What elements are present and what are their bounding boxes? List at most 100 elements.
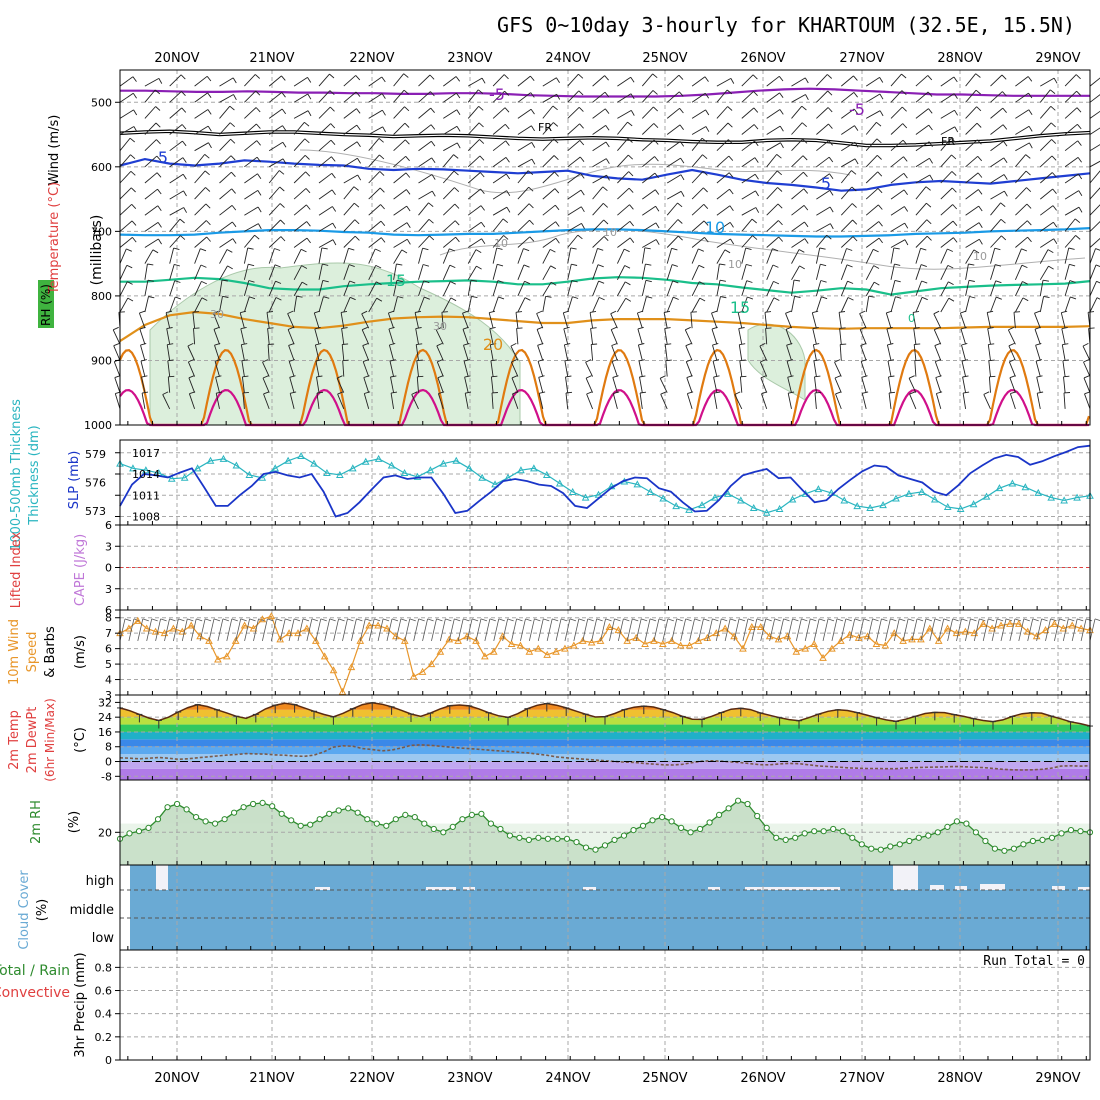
wind-barb-flag — [378, 138, 384, 143]
wind-barb — [890, 123, 904, 135]
thickness-tick-label: 576 — [85, 477, 106, 490]
wind10-barb — [537, 618, 544, 641]
wind10-barb — [342, 618, 348, 641]
rh-point — [154, 816, 162, 823]
wind10-barb-flag — [400, 618, 407, 622]
wind10-point — [899, 636, 907, 644]
wind-barb-flag — [156, 155, 162, 161]
wind-barb — [343, 202, 355, 216]
wind-barb-flag — [934, 342, 941, 347]
wind-barb — [368, 297, 378, 313]
wind-barb — [712, 344, 718, 361]
value-tick-label: 7 — [105, 627, 112, 640]
wind-barb-flag — [728, 155, 734, 161]
wind-barb-flag — [130, 187, 136, 193]
wind-barb-flag — [655, 222, 660, 229]
wind-barb-flag — [1003, 141, 1008, 147]
wind10-barb-flag — [427, 618, 434, 622]
thickness-point — [930, 495, 939, 503]
wind-barb-flag — [428, 218, 434, 224]
wind-barb-flag — [698, 264, 705, 269]
wind-barb-flag — [140, 359, 147, 362]
wind-barb — [418, 264, 424, 280]
wind-barb-flag — [314, 326, 321, 330]
wind-barb — [592, 125, 606, 135]
wind-barb — [418, 190, 433, 200]
wind-barb-flag — [802, 138, 808, 144]
wind-barb — [1064, 173, 1079, 184]
wind-barb — [890, 106, 903, 119]
wind-barb-flag — [801, 105, 807, 111]
dewpoint-line — [119, 744, 1091, 771]
wind-barb-flag — [192, 311, 199, 313]
wind-barb — [611, 361, 618, 377]
wind10-barb — [199, 618, 206, 641]
rh2m-axis-label: 2m RH — [29, 800, 44, 844]
wind-barb — [442, 203, 456, 216]
wind10-barb — [938, 618, 945, 641]
wind-barb-flag — [537, 342, 544, 346]
wind-barb-flag — [1075, 235, 1081, 240]
pressure-axis-label: (millibars) — [89, 215, 105, 286]
wind10-point — [258, 615, 267, 623]
wind-barb — [467, 221, 482, 232]
wind-barb-flag — [604, 75, 609, 81]
wind10-barb-flag — [471, 618, 479, 622]
wind-barb — [786, 361, 792, 377]
wind10-barb-flag — [320, 618, 327, 622]
wind-barb-flag — [464, 375, 471, 378]
date-label-bottom: 26NOV — [740, 1071, 785, 1086]
wind-barb — [840, 203, 853, 216]
wind-barb — [639, 376, 643, 393]
wind-barb — [840, 236, 854, 248]
wind-barb-flag — [189, 391, 196, 395]
wind10-point — [543, 650, 551, 658]
wind-barb — [915, 75, 929, 87]
wind-barb-flag — [876, 121, 882, 127]
wind-barb — [666, 280, 674, 297]
wind-barb-flag — [580, 189, 585, 196]
wind-barb-flag — [1028, 92, 1033, 99]
wind-barb — [289, 377, 295, 393]
wind10-barb — [493, 618, 500, 641]
wind-barb-flag — [306, 237, 311, 244]
wind-barb — [567, 90, 580, 103]
wind-barb — [368, 154, 380, 168]
rh-point — [421, 820, 428, 827]
wind-barb — [293, 122, 305, 135]
wind-barb-flag — [713, 375, 720, 378]
wind-barb — [791, 94, 806, 103]
rh-point — [525, 836, 533, 844]
wind10-point — [667, 636, 676, 644]
wind-barb-flag — [1062, 343, 1069, 346]
wind-barb — [318, 172, 333, 184]
rh-point — [953, 818, 961, 825]
wind-barb-flag — [437, 359, 444, 363]
wind-barb-flag — [612, 359, 619, 362]
wind-barb — [835, 393, 842, 410]
wind-barb — [194, 297, 203, 313]
wind-barb-flag — [571, 263, 578, 266]
rh-point — [497, 825, 504, 833]
wind10-barb — [884, 618, 891, 641]
wind-barb-flag — [415, 327, 422, 330]
wind-barb-flag — [778, 220, 783, 226]
wind10-point — [142, 624, 151, 632]
wind-barb-flag — [978, 205, 983, 212]
rh-point — [1058, 830, 1065, 837]
thickness-point — [413, 472, 422, 480]
wind-barb — [517, 297, 526, 313]
wind-barb — [141, 377, 146, 393]
temperature-axis-label: Temperature (°C) — [47, 182, 62, 295]
isotherm-label: FR — [941, 135, 955, 148]
wind10-barb-flag — [694, 618, 701, 622]
thickness-point — [1008, 479, 1017, 487]
cloud-gap — [980, 884, 1005, 890]
thickness-axis-label: 1000-500mb Thickness — [9, 399, 24, 551]
wind10-point — [125, 624, 133, 632]
thickness-point — [736, 496, 745, 504]
wind-barb-flag — [628, 171, 634, 177]
wind-barb — [318, 296, 324, 313]
thickness-tick-label: 579 — [85, 448, 106, 461]
wind-barb — [169, 190, 184, 200]
